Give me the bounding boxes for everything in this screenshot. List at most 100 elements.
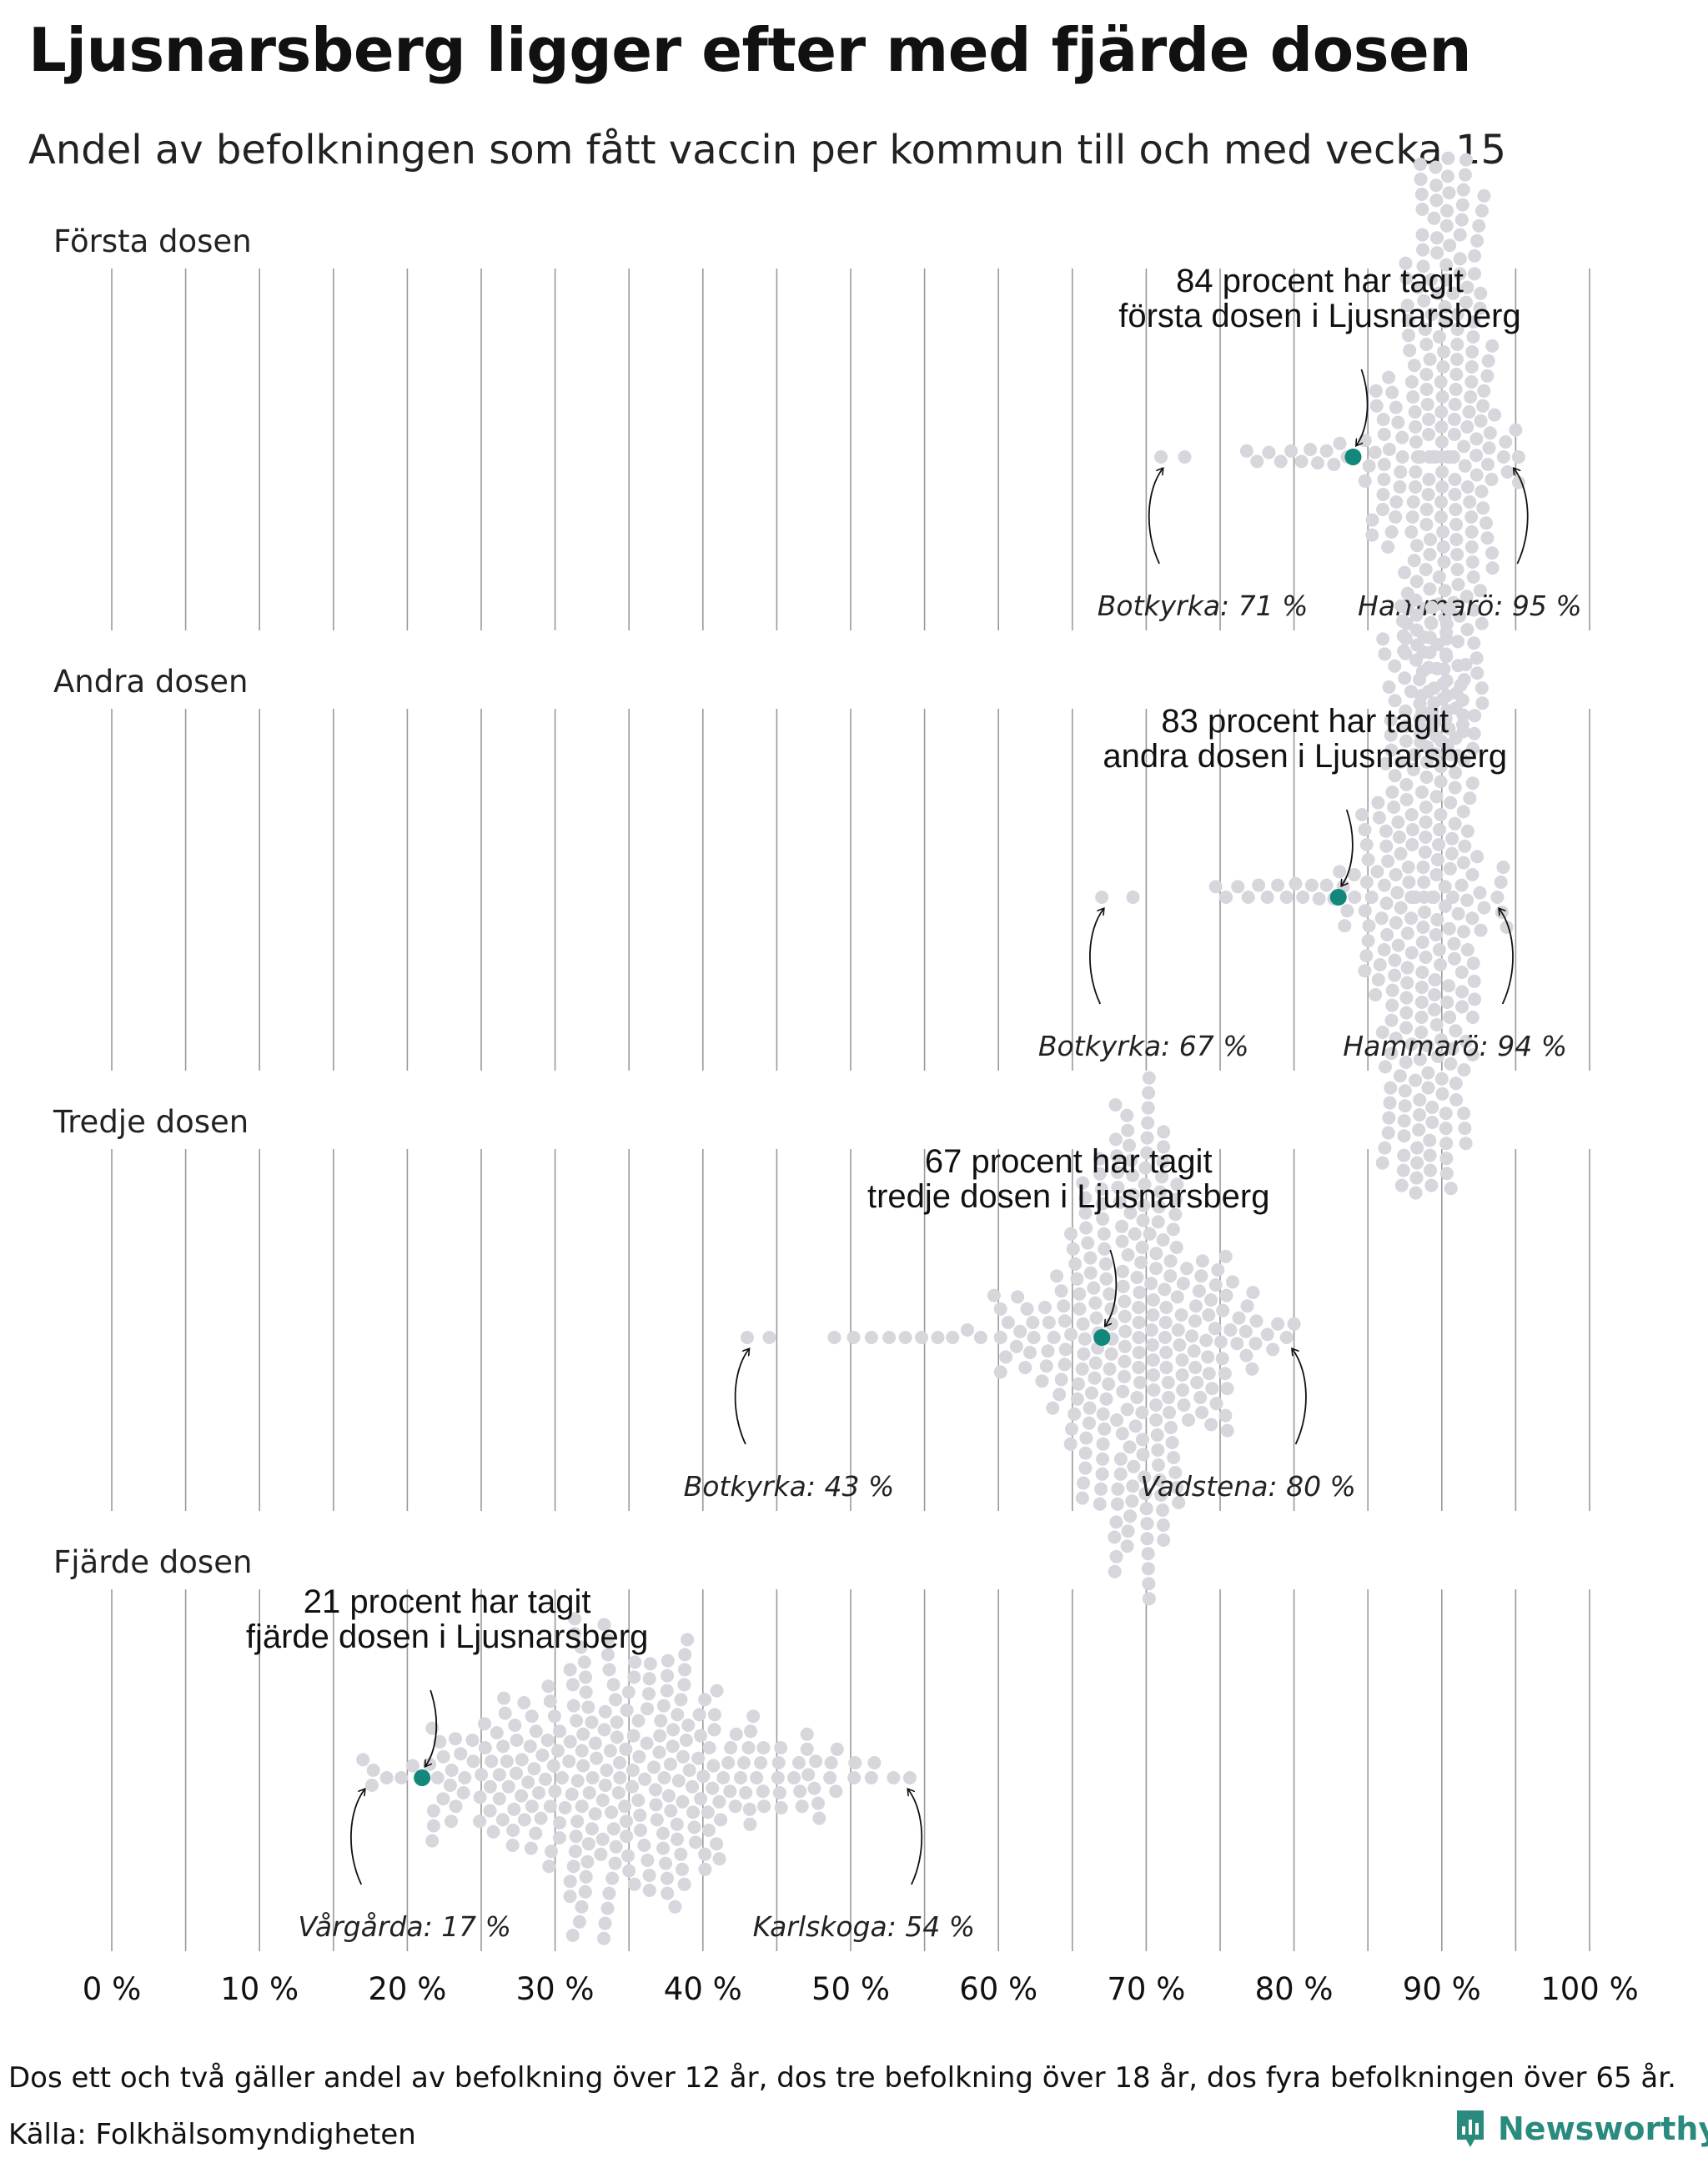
brand-name: Newsworthy <box>1498 2110 1708 2147</box>
data-point <box>1108 1098 1123 1112</box>
data-point <box>575 1744 589 1758</box>
data-point <box>1449 533 1464 546</box>
data-point <box>1413 1093 1427 1107</box>
data-point <box>772 1786 786 1799</box>
data-point <box>1410 1141 1424 1155</box>
data-point <box>1419 518 1434 531</box>
data-point <box>1460 623 1474 636</box>
data-point <box>1466 330 1480 344</box>
callout-arrow <box>1105 1249 1118 1326</box>
data-point <box>1037 1301 1052 1314</box>
data-point <box>1468 267 1481 281</box>
data-point <box>449 1732 462 1746</box>
data-point <box>1376 632 1390 646</box>
data-point <box>449 1799 463 1814</box>
data-point <box>1202 1367 1216 1381</box>
data-point <box>993 1331 1007 1344</box>
data-point <box>1428 988 1441 1001</box>
data-point <box>1443 861 1457 876</box>
data-point <box>1399 793 1414 806</box>
data-point <box>1379 896 1394 911</box>
data-point <box>1389 868 1403 881</box>
data-point <box>1144 1323 1158 1337</box>
data-point <box>848 1756 862 1769</box>
data-point <box>1458 459 1472 473</box>
data-point <box>1149 1398 1163 1412</box>
data-point <box>656 1699 671 1713</box>
data-point <box>1424 1178 1439 1192</box>
data-point <box>1409 420 1423 434</box>
data-point <box>1123 1440 1137 1454</box>
data-point <box>1480 369 1494 383</box>
data-point <box>1419 770 1434 784</box>
data-point <box>1078 1206 1093 1220</box>
data-point <box>1157 1140 1171 1154</box>
data-point <box>609 1839 623 1854</box>
data-point <box>1142 1086 1156 1100</box>
data-point <box>1384 1046 1399 1061</box>
data-point <box>1381 1126 1395 1140</box>
data-point <box>1410 638 1424 652</box>
data-point <box>1135 1406 1149 1419</box>
data-point <box>1385 785 1399 799</box>
data-point <box>1168 1192 1183 1207</box>
data-point <box>1439 1152 1454 1166</box>
data-point <box>830 1742 844 1756</box>
data-point <box>676 1749 690 1764</box>
data-point <box>1414 785 1429 799</box>
data-point <box>1407 554 1421 568</box>
data-point <box>1369 988 1383 1001</box>
data-point <box>671 1774 686 1788</box>
data-point <box>572 1915 586 1929</box>
data-point <box>540 1734 555 1747</box>
data-point <box>898 1331 912 1344</box>
data-point <box>1166 1222 1180 1237</box>
data-point <box>792 1756 806 1769</box>
data-point <box>1384 743 1399 757</box>
data-point <box>809 1754 823 1769</box>
data-point <box>510 1734 524 1747</box>
data-point <box>1141 1101 1155 1115</box>
data-point <box>1429 193 1444 208</box>
data-point <box>1108 1564 1122 1578</box>
data-point <box>1391 415 1405 429</box>
data-point <box>1444 795 1458 810</box>
data-point <box>527 1762 541 1776</box>
data-point <box>1445 1041 1459 1056</box>
data-point <box>609 1693 623 1707</box>
data-point <box>620 1829 634 1844</box>
data-point <box>1121 1524 1135 1538</box>
data-point <box>1157 1125 1171 1139</box>
data-point <box>1097 1227 1111 1241</box>
data-point <box>1375 1026 1389 1039</box>
data-point <box>1413 1052 1427 1066</box>
data-point <box>1340 904 1354 918</box>
data-point <box>1083 1266 1098 1280</box>
data-point <box>585 1822 599 1836</box>
data-point <box>1238 1324 1253 1338</box>
data-point <box>729 1727 743 1741</box>
data-point <box>1442 921 1456 936</box>
data-point <box>1371 795 1385 810</box>
data-point <box>1039 1359 1053 1373</box>
data-point <box>1139 1502 1153 1516</box>
max-label: Vadstena: 80 % <box>1140 1470 1356 1503</box>
x-tick-label: 0 % <box>83 1971 141 2007</box>
min-label: Botkyrka: 67 % <box>1038 1030 1249 1062</box>
data-point <box>1432 838 1446 851</box>
data-point <box>1477 188 1491 203</box>
data-point <box>1142 1592 1156 1606</box>
data-point <box>1418 846 1432 859</box>
data-point <box>1218 1408 1233 1423</box>
data-point <box>570 1814 585 1829</box>
data-point <box>1020 1302 1034 1316</box>
data-point <box>535 1749 550 1762</box>
data-point <box>1146 1308 1160 1322</box>
data-point <box>1382 1111 1396 1125</box>
min-label: Botkyrka: 71 % <box>1098 590 1309 622</box>
data-point <box>1472 218 1486 233</box>
highlight-point-ljusnarsberg <box>414 1769 431 1786</box>
data-point <box>574 1640 588 1654</box>
data-point <box>1338 919 1352 933</box>
